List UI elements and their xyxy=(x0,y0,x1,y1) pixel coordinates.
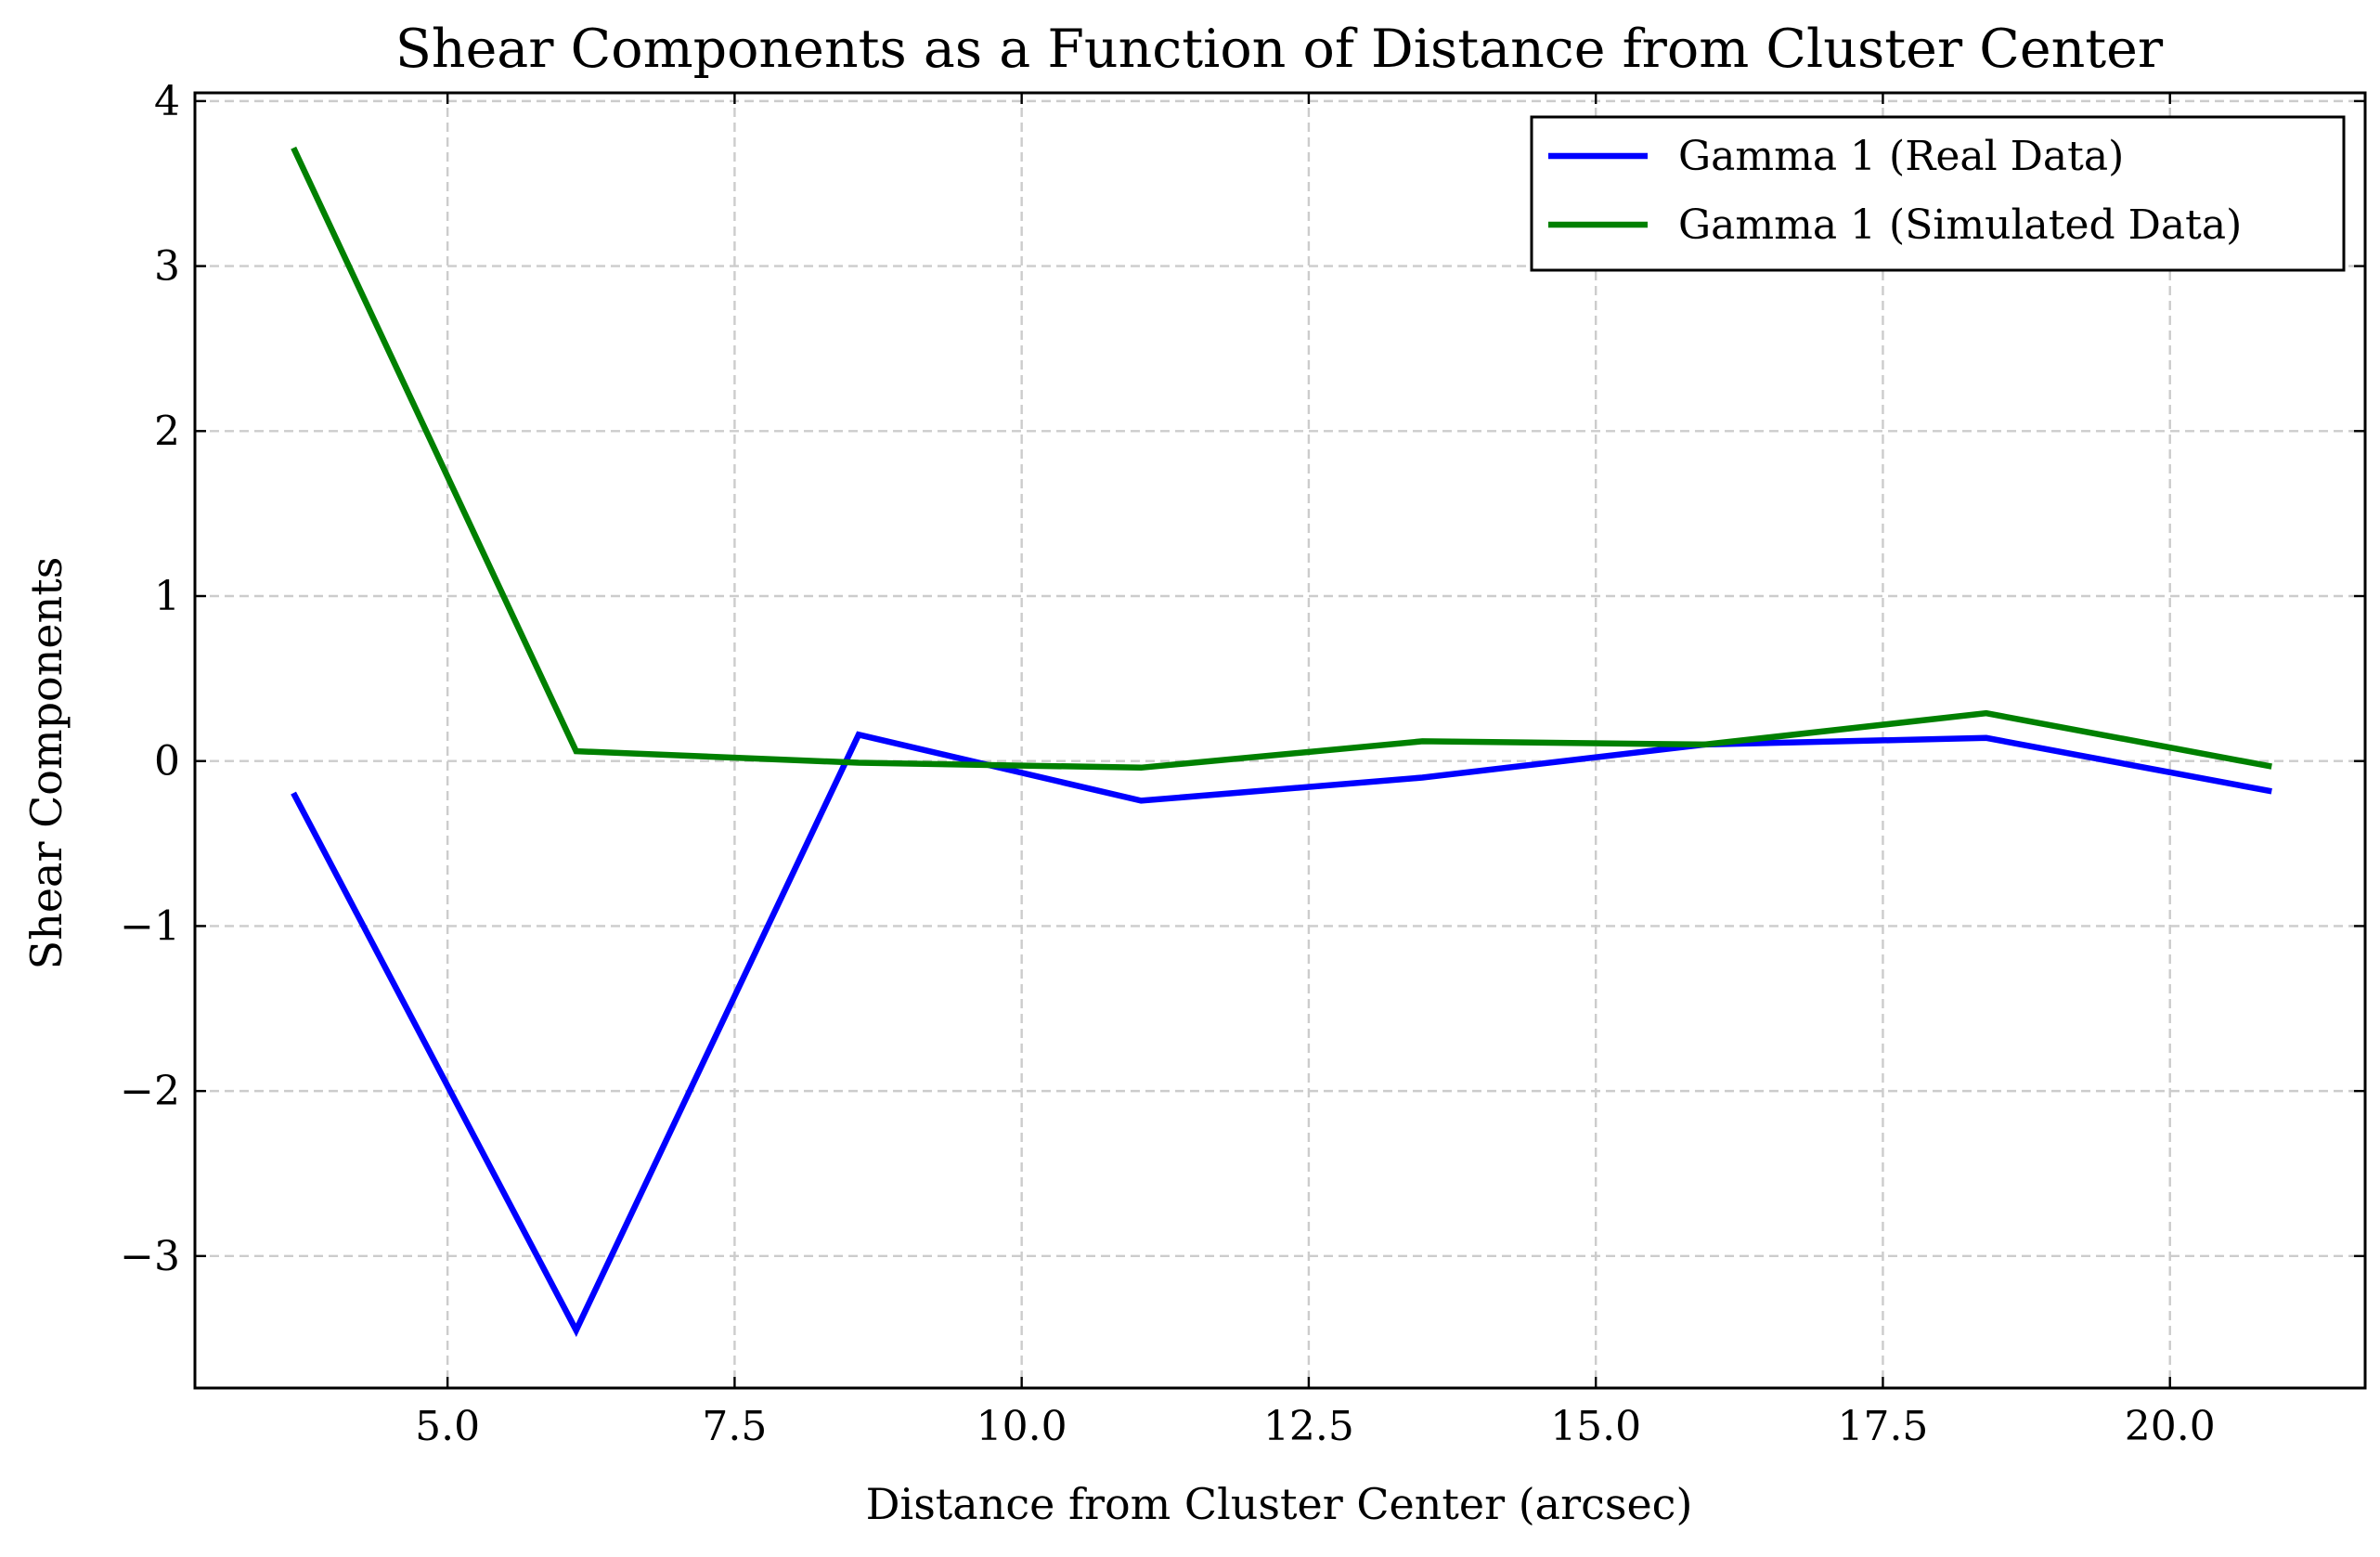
y-axis-label: Shear Components xyxy=(21,557,71,970)
y-tick-label: 4 xyxy=(154,78,180,125)
x-tick-label: 10.0 xyxy=(977,1403,1067,1450)
y-tick-label: 2 xyxy=(154,408,180,455)
x-axis-label: Distance from Cluster Center (arcsec) xyxy=(866,1479,1693,1529)
legend-label: Gamma 1 (Real Data) xyxy=(1678,133,2124,180)
y-tick-label: 3 xyxy=(154,243,180,291)
x-tick-label: 20.0 xyxy=(2125,1403,2216,1450)
y-tick-label: −2 xyxy=(120,1068,180,1115)
y-tick-label: −3 xyxy=(120,1233,180,1280)
legend: Gamma 1 (Real Data) Gamma 1 (Simulated Da… xyxy=(1532,117,2344,270)
y-tick-label: −1 xyxy=(120,902,180,950)
x-tick-label: 5.0 xyxy=(415,1403,480,1450)
x-tick-label: 17.5 xyxy=(1837,1403,1928,1450)
chart-title: Shear Components as a Function of Distan… xyxy=(395,19,2164,80)
y-tick-label: 1 xyxy=(154,573,180,620)
x-tick-label: 15.0 xyxy=(1550,1403,1641,1450)
legend-label: Gamma 1 (Simulated Data) xyxy=(1678,201,2242,249)
x-tick-label: 12.5 xyxy=(1263,1403,1354,1450)
x-tick-label: 7.5 xyxy=(702,1403,767,1450)
y-tick-label: 0 xyxy=(154,738,180,785)
